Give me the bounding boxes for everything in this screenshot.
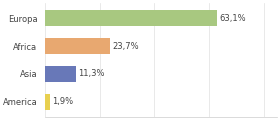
Text: 11,3%: 11,3%	[78, 69, 105, 78]
Bar	[45, 38, 110, 54]
Bar	[45, 10, 218, 26]
Bar	[45, 66, 76, 82]
Bar	[45, 94, 50, 110]
Text: 63,1%: 63,1%	[220, 14, 246, 23]
Text: 1,9%: 1,9%	[53, 97, 74, 106]
Text: 23,7%: 23,7%	[112, 42, 139, 51]
